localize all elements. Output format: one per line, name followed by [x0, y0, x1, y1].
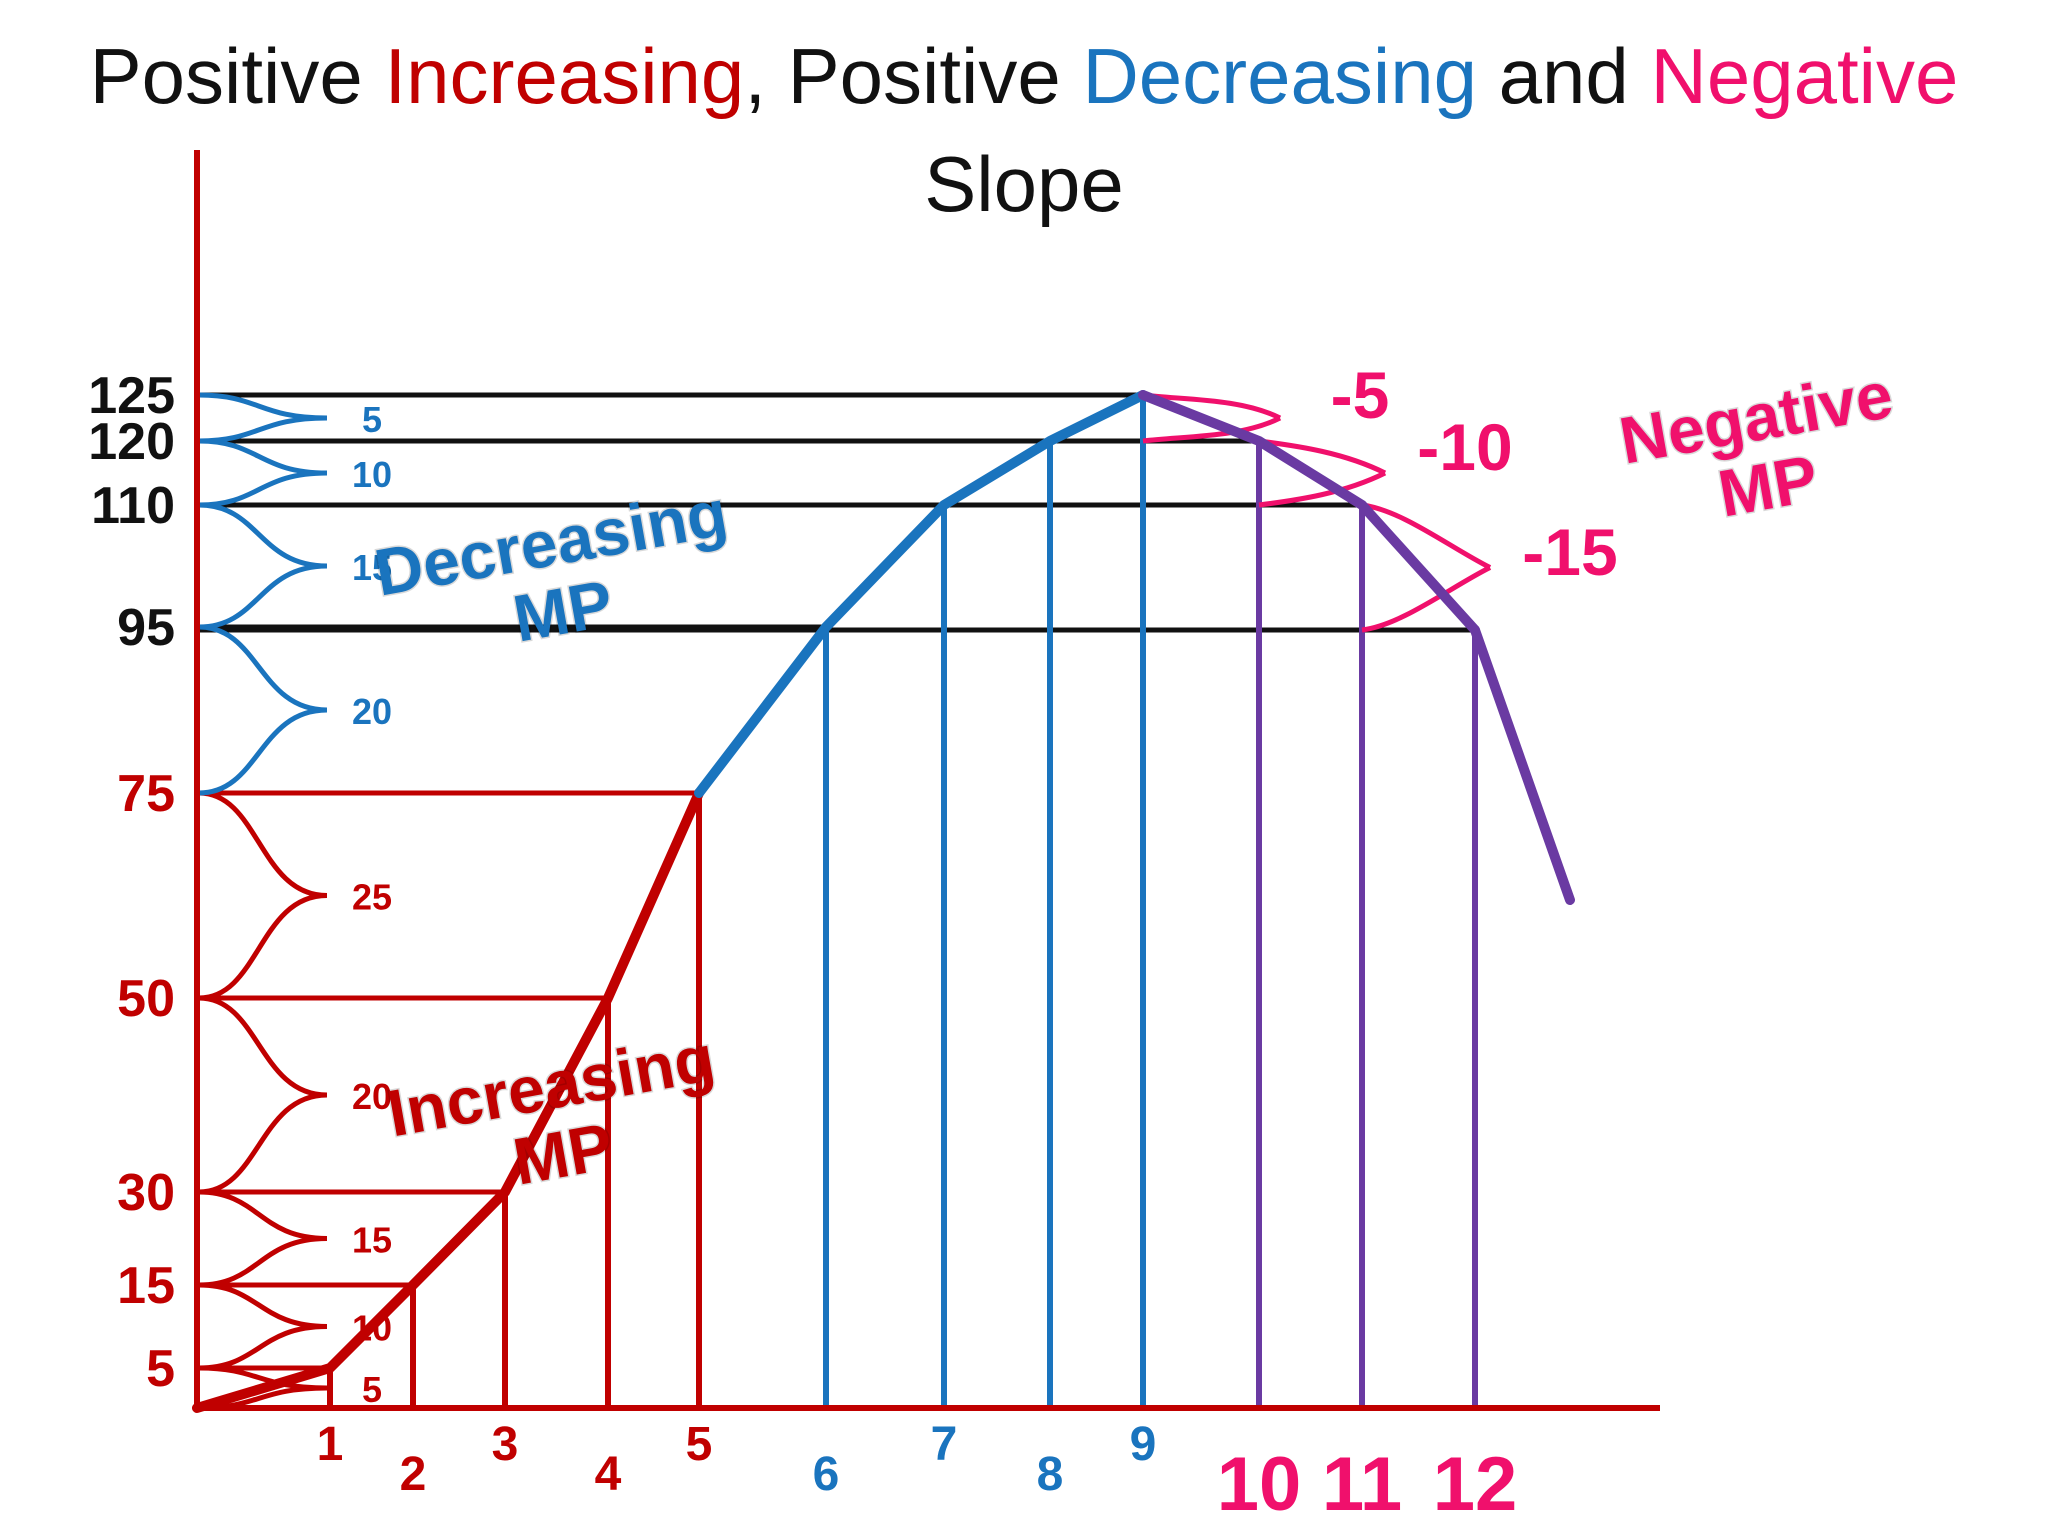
- curve-increasing: [192, 788, 704, 1413]
- axes: [194, 150, 1660, 1411]
- decreasing-mp-label-line: MP: [508, 566, 618, 656]
- negative-brace: [1361, 502, 1492, 633]
- marginal-brace: [198, 624, 328, 796]
- x-tick-label: 6: [813, 1448, 840, 1501]
- curve-negative-tail: [1470, 625, 1575, 905]
- level-lines: [197, 392, 1475, 1371]
- negative-marginal-label: -10: [1417, 410, 1512, 484]
- negative-marginal-label: -5: [1331, 358, 1390, 432]
- marginal-brace: [198, 392, 328, 444]
- x-tick-label: 4: [595, 1448, 622, 1501]
- marginal-brace: [198, 1282, 328, 1371]
- x-tick-label: 12: [1433, 1442, 1518, 1527]
- marginal-brace: [198, 1189, 328, 1288]
- y-tick-label: 125: [88, 367, 175, 425]
- y-tick-label: 5: [146, 1340, 175, 1398]
- title-line-2: Slope: [924, 140, 1124, 228]
- marginal-brace: [198, 995, 328, 1195]
- title-part-positive: Positive: [89, 32, 385, 120]
- increasing-mp-label-line: MP: [508, 1109, 618, 1199]
- x-tick-label: 1: [317, 1418, 344, 1471]
- title-line-1: Positive Increasing, Positive Decreasing…: [90, 32, 1959, 120]
- marginal-brace: [198, 790, 328, 1001]
- title-part-negative: Negative: [1650, 32, 1959, 120]
- x-tick-label: 7: [931, 1418, 958, 1471]
- marginal-brace: [198, 438, 328, 508]
- curve-decreasing: [694, 390, 1148, 798]
- total-product-curve: [192, 390, 1575, 1413]
- marginal-label: 15: [352, 1220, 392, 1261]
- title-part-increasing: Increasing: [384, 32, 745, 120]
- x-tick-label: 8: [1037, 1448, 1064, 1501]
- marginal-braces: [198, 392, 1492, 1411]
- y-tick-label: 95: [117, 599, 175, 657]
- x-tick-label: 2: [400, 1448, 427, 1501]
- curve-negative: [1138, 390, 1480, 635]
- x-tick-label: 9: [1130, 1418, 1157, 1471]
- marginal-label: 15: [352, 547, 392, 588]
- marginal-label: 5: [362, 399, 382, 440]
- chart-title: Positive Increasing, Positive Decreasing…: [0, 22, 2048, 238]
- negative-brace: [1258, 438, 1387, 508]
- x-tick-label: 3: [492, 1418, 519, 1471]
- negative-mp-label-line: MP: [1713, 441, 1823, 531]
- marginal-label: 5: [362, 1369, 382, 1410]
- marginal-brace: [198, 502, 328, 630]
- y-tick-label: 110: [91, 477, 175, 535]
- marginal-label: 20: [352, 691, 392, 732]
- y-tick-label: 75: [117, 765, 175, 823]
- marginal-label: 10: [352, 454, 392, 495]
- y-tick-label: 15: [117, 1257, 175, 1315]
- marginal-label: 20: [352, 1076, 392, 1117]
- marginal-label: 25: [352, 877, 392, 918]
- y-tick-label: 50: [117, 970, 175, 1028]
- x-tick-label: 11: [1322, 1442, 1402, 1527]
- marginal-label: 10: [352, 1308, 392, 1349]
- y-tick-label: 30: [117, 1164, 175, 1222]
- y-tick-label: 120: [88, 413, 175, 471]
- negative-marginal-label: -15: [1522, 515, 1617, 589]
- vertical-drop-lines: [327, 395, 1478, 1408]
- title-part-positive-2: , Positive: [744, 32, 1083, 120]
- x-tick-label: 5: [686, 1418, 713, 1471]
- title-part-and: and: [1477, 32, 1651, 120]
- title-part-decreasing: Decreasing: [1082, 32, 1477, 120]
- x-tick-label: 10: [1217, 1442, 1302, 1527]
